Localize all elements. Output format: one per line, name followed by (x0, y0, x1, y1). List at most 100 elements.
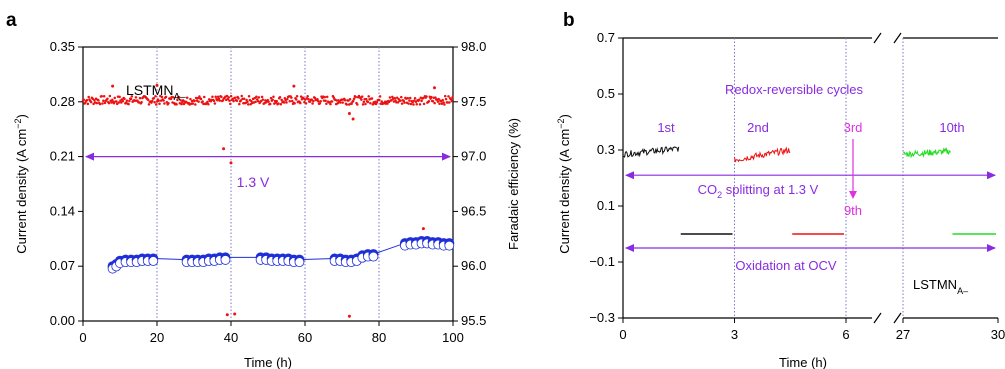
panel-a-left-y-tick-label: 0.07 (50, 258, 75, 273)
panel-a-x-tick-label: 20 (150, 330, 164, 345)
panel-b-axis-break-mark (893, 312, 902, 324)
panel-a-right-y-tick-label: 96.5 (461, 203, 486, 218)
panel-a-red-point (229, 94, 233, 98)
panel-a-red-point (216, 98, 219, 102)
panel-a-blue-marker-highlight (294, 257, 305, 268)
panel-a-red-point (201, 100, 204, 103)
panel-a-red-point (229, 102, 232, 106)
panel-b-y-tick-label: 0.7 (597, 30, 615, 45)
panel-a-red-point (319, 100, 322, 103)
panel-a-red-point (167, 101, 170, 105)
panel-a-red-point (393, 96, 397, 100)
panel-a-x-tick-label: 40 (224, 330, 238, 345)
panel-a-red-point (153, 100, 156, 104)
panel-a-red-point (414, 100, 418, 104)
panel-a-red-point (185, 96, 189, 99)
panel-a-red-point (308, 100, 312, 103)
panel-a-red-point (295, 98, 298, 101)
panel-a-red-point (213, 102, 217, 105)
panel-b-oxidation-arrow-head-left (625, 244, 634, 252)
panel-b-axis-break-mark (873, 32, 882, 44)
panel-a-red-point (179, 99, 182, 102)
panel-a-red-point (246, 100, 249, 104)
panel-a-red-point (255, 95, 258, 98)
panel-a-x-axis: 0 20 40 60 80 100 (79, 321, 464, 345)
panel-a-red-point (323, 95, 327, 99)
panel-a-red-point (407, 102, 410, 105)
panel-a-red-point (412, 103, 415, 106)
panel-a-right-y-tick-label: 95.5 (461, 313, 486, 328)
panel-a-red-point (182, 102, 186, 106)
panel-a-red-point (89, 100, 93, 104)
panel-a-red-point (310, 98, 313, 101)
panel-a-left-y-tick-label: 0.35 (50, 39, 75, 54)
panel-a-red-point (318, 102, 322, 105)
panel-a-red-point (203, 95, 206, 99)
panel-a-red-point (260, 95, 264, 99)
panel-a-x-tick-label: 0 (79, 330, 86, 345)
panel-a-red-outlier (155, 83, 159, 87)
panel-b-co2-arrow-head-right (987, 171, 996, 180)
panel-b-y-tick-label: 0.3 (597, 142, 615, 157)
panel-a-red-point (154, 95, 157, 98)
panel-a-red-point (111, 98, 114, 102)
panel-a-red-point (411, 100, 414, 104)
panel-a-right-y-tick-label: 97.5 (461, 94, 486, 109)
panel-a-red-point (375, 101, 379, 104)
panel-a-red-outlier (229, 161, 233, 165)
panel-a-red-point (121, 99, 125, 103)
panel-a-red-outlier (222, 147, 226, 151)
panel-a-right-y-tick-label: 97.0 (461, 149, 486, 164)
panel-a-red-point (280, 98, 283, 102)
panel-a-gridlines (156, 47, 380, 321)
panel-a-red-point (268, 102, 272, 106)
panel-a-left-y-tick-label: 0.21 (50, 149, 75, 164)
panel-a-red-point (425, 95, 428, 98)
panel-a-red-outlier (433, 86, 436, 90)
panel-a-red-point (316, 98, 319, 101)
panel-a-red-point (286, 97, 289, 101)
panel-b-sample-label: LSTMNA– (913, 277, 968, 296)
panel-a-red-point (120, 101, 123, 104)
panel-a-red-point (227, 96, 230, 99)
panel-a-red-point (150, 99, 154, 103)
panel-a-red-point (246, 103, 250, 106)
panel-a-red-point (103, 101, 107, 105)
panel-a-left-y-axis-title: Current density (A cm−2) (13, 114, 29, 254)
panel-a-plot-frame (82, 46, 454, 322)
panel-b-y-tick-label: 0.1 (597, 198, 615, 213)
panel-a-red-point (415, 103, 418, 106)
panel-a-red-point (431, 99, 435, 103)
panel-a-red-outlier (111, 84, 115, 88)
panel-a-red-point (180, 102, 183, 106)
panel-a-red-point (128, 99, 131, 103)
panel-a-red-point (312, 99, 315, 103)
panel-a-right-y-tick-label: 96.0 (461, 258, 486, 273)
panel-a-red-point (275, 99, 278, 103)
panel-a-x-axis-title: Time (h) (244, 355, 292, 369)
panel-a-red-outlier (351, 117, 355, 121)
panel-a-red-point (220, 95, 223, 99)
panel-b-cycle-label-3rd: 3rd (844, 120, 863, 135)
panel-a-red-point (434, 96, 437, 99)
panel-a-red-point (240, 94, 243, 98)
panel-a-red-outlier (421, 227, 425, 231)
panel-a-red-point (290, 96, 293, 99)
panel-a-red-point (216, 95, 220, 98)
panel-a-blue-marker-highlight (444, 240, 455, 251)
panel-a-red-point (437, 97, 440, 101)
panel-a-red-point (257, 96, 261, 99)
panel-a-red-point (163, 102, 166, 105)
panel-a-blue-marker (220, 252, 231, 265)
panel-a-red-point (338, 101, 342, 104)
panel-a-red-point (442, 101, 445, 104)
panel-a-red-point (191, 102, 195, 105)
panel-a-red-point (395, 96, 399, 100)
panel-a-red-point (420, 99, 423, 103)
panel-a-red-point (138, 96, 142, 100)
panel-a-voltage-arrow (85, 152, 451, 161)
panel-a-red-point (444, 97, 448, 101)
panel-b-title-annotation: Redox-reversible cycles (725, 82, 863, 97)
panel-a-red-point (134, 96, 138, 99)
panel-a-red-point (157, 99, 160, 102)
